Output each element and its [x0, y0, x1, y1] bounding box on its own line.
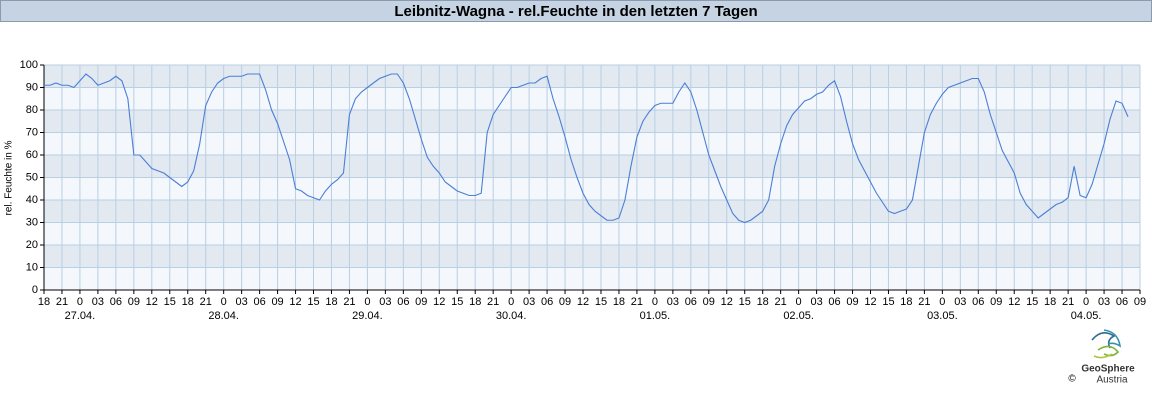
x-tick-label: 03	[523, 296, 535, 308]
y-tick-label: 0	[32, 284, 38, 296]
x-tick-label: 0	[796, 296, 802, 308]
x-tick-label: 09	[271, 296, 283, 308]
x-tick-label: 03	[954, 296, 966, 308]
x-tick-label: 09	[703, 296, 715, 308]
x-tick-label: 06	[685, 296, 697, 308]
band	[44, 110, 1140, 133]
x-tick-label: 12	[146, 296, 158, 308]
x-tick-label: 09	[846, 296, 858, 308]
x-tick-label: 03	[667, 296, 679, 308]
band	[44, 155, 1140, 178]
band	[44, 65, 1140, 88]
x-tick-label: 15	[739, 296, 751, 308]
x-tick-label: 18	[182, 296, 194, 308]
x-tick-label: 12	[1008, 296, 1020, 308]
x-tick-label: 15	[307, 296, 319, 308]
date-label: 04.05.	[1071, 310, 1102, 322]
x-tick-label: 06	[828, 296, 840, 308]
x-tick-label: 06	[1116, 296, 1128, 308]
band	[44, 222, 1140, 245]
x-tick-label: 12	[433, 296, 445, 308]
x-tick-label: 12	[289, 296, 301, 308]
x-tick-label: 12	[864, 296, 876, 308]
y-tick-label: 40	[26, 194, 38, 206]
y-axis-title: rel. Feuchte in %	[4, 140, 15, 215]
x-tick-label: 0	[652, 296, 658, 308]
x-tick-label: 06	[253, 296, 265, 308]
x-tick-label: 09	[128, 296, 140, 308]
x-tick-label: 03	[810, 296, 822, 308]
band	[44, 87, 1140, 110]
logo-name: GeoSphere	[1081, 364, 1135, 375]
x-tick-label: 15	[882, 296, 894, 308]
x-tick-label: 15	[595, 296, 607, 308]
date-label: 01.05.	[640, 310, 671, 322]
x-tick-label: 0	[508, 296, 514, 308]
x-tick-label: 0	[364, 296, 370, 308]
x-tick-label: 06	[397, 296, 409, 308]
copyright: ©	[1068, 374, 1076, 385]
y-tick-label: 50	[26, 171, 38, 183]
band	[44, 267, 1140, 290]
date-label: 28.04.	[208, 310, 239, 322]
x-tick-label: 03	[92, 296, 104, 308]
y-tick-label: 20	[26, 239, 38, 251]
x-tick-label: 06	[541, 296, 553, 308]
data-line	[44, 73, 1129, 224]
x-tick-label: 06	[972, 296, 984, 308]
x-tick-label: 18	[325, 296, 337, 308]
x-tick-label: 12	[721, 296, 733, 308]
chart-title: Leibnitz-Wagna - rel.Feuchte in den letz…	[394, 3, 757, 20]
x-tick-label: 21	[1062, 296, 1074, 308]
x-tick-label: 09	[990, 296, 1002, 308]
y-tick-label: 30	[26, 216, 38, 228]
logo	[1091, 329, 1122, 359]
date-label: 02.05.	[783, 310, 814, 322]
y-tick-label: 60	[26, 149, 38, 161]
date-label: 29.04.	[352, 310, 383, 322]
x-tick-label: 18	[469, 296, 481, 308]
x-tick-label: 0	[221, 296, 227, 308]
x-tick-label: 21	[918, 296, 930, 308]
x-tick-label: 03	[1098, 296, 1110, 308]
y-tick-label: 70	[26, 126, 38, 138]
x-tick-label: 0	[939, 296, 945, 308]
x-tick-label: 12	[577, 296, 589, 308]
x-tick-label: 21	[487, 296, 499, 308]
x-tick-label: 15	[164, 296, 176, 308]
x-tick-label: 06	[110, 296, 122, 308]
y-tick-label: 90	[26, 81, 38, 93]
date-label: 03.05.	[927, 310, 958, 322]
logo-subname: Austria	[1096, 375, 1128, 386]
band	[44, 200, 1140, 223]
date-label: 27.04.	[65, 310, 96, 322]
x-tick-label: 18	[613, 296, 625, 308]
band	[44, 132, 1140, 155]
x-tick-label: 09	[559, 296, 571, 308]
x-tick-label: 09	[1134, 296, 1146, 308]
band	[44, 177, 1140, 200]
y-tick-label: 10	[26, 261, 38, 273]
x-tick-label: 18	[1044, 296, 1056, 308]
x-tick-label: 21	[631, 296, 643, 308]
x-tick-label: 21	[56, 296, 68, 308]
x-tick-label: 0	[77, 296, 83, 308]
x-tick-label: 21	[343, 296, 355, 308]
x-tick-label: 21	[200, 296, 212, 308]
x-tick-label: 09	[415, 296, 427, 308]
x-tick-label: 0	[1083, 296, 1089, 308]
x-tick-label: 21	[775, 296, 787, 308]
x-tick-label: 18	[38, 296, 50, 308]
x-tick-label: 18	[757, 296, 769, 308]
x-tick-label: 15	[1026, 296, 1038, 308]
y-tick-label: 100	[20, 59, 38, 71]
y-tick-label: 80	[26, 104, 38, 116]
band	[44, 245, 1140, 268]
x-tick-label: 03	[236, 296, 248, 308]
x-tick-label: 18	[900, 296, 912, 308]
x-tick-label: 03	[379, 296, 391, 308]
date-label: 30.04.	[496, 310, 527, 322]
x-tick-label: 15	[451, 296, 463, 308]
